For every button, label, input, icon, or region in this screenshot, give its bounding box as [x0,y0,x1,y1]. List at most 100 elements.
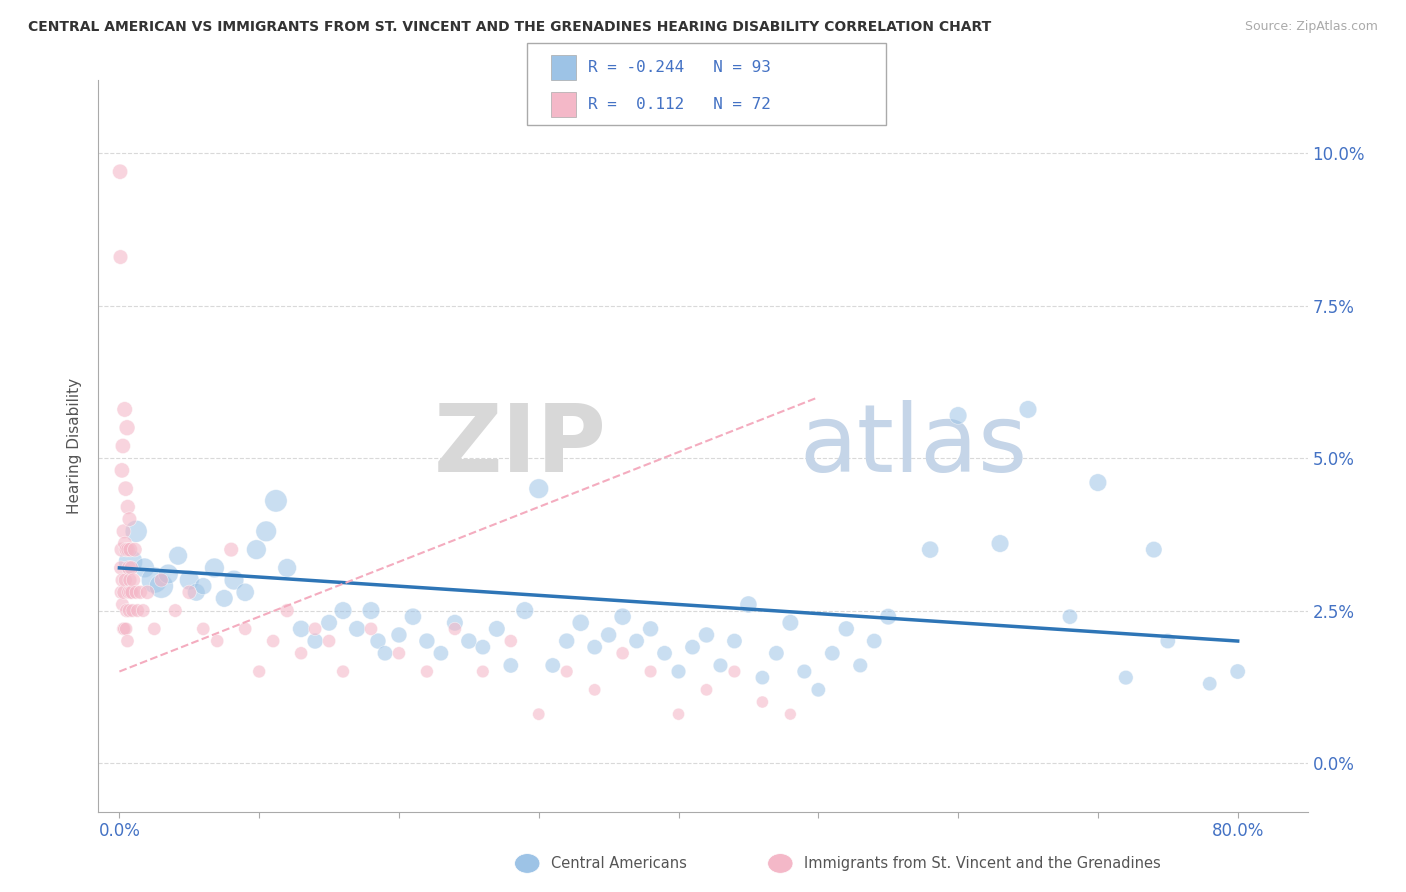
Point [499,634,522,648]
Text: Immigrants from St. Vincent and the Grenadines: Immigrants from St. Vincent and the Gren… [804,856,1161,871]
Point [318,615,340,630]
Point [374,646,396,660]
Point [118,561,141,575]
Point [1115,671,1137,685]
Text: R = -0.244   N = 93: R = -0.244 N = 93 [588,61,770,75]
Point [233,585,256,599]
Point [111,439,134,453]
Point [290,646,312,660]
Point [555,634,578,648]
Point [112,622,135,636]
Point [513,604,536,618]
Point [709,658,731,673]
Point [212,591,235,606]
Point [988,536,1011,550]
Text: Source: ZipAtlas.com: Source: ZipAtlas.com [1244,20,1378,33]
Point [114,573,136,587]
Point [1087,475,1109,490]
Point [751,695,773,709]
Point [121,604,143,618]
Point [723,665,745,679]
Point [304,634,326,648]
Point [346,622,368,636]
Point [877,609,900,624]
Point [416,634,439,648]
Point [471,640,494,655]
Point [430,646,453,660]
Point [737,598,759,612]
Text: ZIP: ZIP [433,400,606,492]
Point [863,634,886,648]
Point [254,524,277,539]
Point [112,524,135,539]
Point [264,494,287,508]
Point [444,622,467,636]
Point [1226,665,1249,679]
Point [821,646,844,660]
Point [114,536,136,550]
Point [416,665,439,679]
Point [193,579,215,593]
Text: Central Americans: Central Americans [551,856,688,871]
Point [360,622,382,636]
Point [117,585,139,599]
Point [114,482,136,496]
Point [527,707,550,722]
Point [640,665,662,679]
Point [849,658,872,673]
Point [117,542,139,557]
Point [682,640,704,655]
Point [1157,634,1180,648]
Point [444,615,467,630]
Point [290,622,312,636]
Point [110,585,132,599]
Point [569,615,592,630]
Point [402,609,425,624]
Point [499,658,522,673]
Point [779,615,801,630]
Point [165,604,187,618]
Point [125,585,148,599]
Point [117,500,139,514]
Point [193,622,215,636]
Point [598,628,620,642]
Point [207,634,229,648]
Point [485,622,508,636]
Point [115,622,138,636]
Point [179,585,201,599]
Point [779,707,801,722]
Y-axis label: Hearing Disability: Hearing Disability [67,378,83,514]
Point [118,512,141,526]
Point [920,542,942,557]
Point [219,542,242,557]
Point [112,622,135,636]
Point [946,409,969,423]
Point [541,658,564,673]
Point [276,561,298,575]
Point [233,622,256,636]
Point [186,585,208,599]
Point [114,402,136,417]
Point [332,665,354,679]
Point [143,622,166,636]
Point [143,573,166,587]
Point [1017,402,1039,417]
Point [122,573,145,587]
Point [1198,676,1220,690]
Point [136,585,159,599]
Point [150,573,173,587]
Point [612,646,634,660]
Point [668,707,690,722]
Point [120,542,142,557]
Point [125,524,148,539]
Point [247,665,270,679]
Point [388,628,411,642]
Point [111,573,134,587]
Point [111,463,134,477]
Point [115,542,138,557]
Point [150,579,173,593]
Point [332,604,354,618]
Point [318,634,340,648]
Point [127,604,149,618]
Point [1059,609,1081,624]
